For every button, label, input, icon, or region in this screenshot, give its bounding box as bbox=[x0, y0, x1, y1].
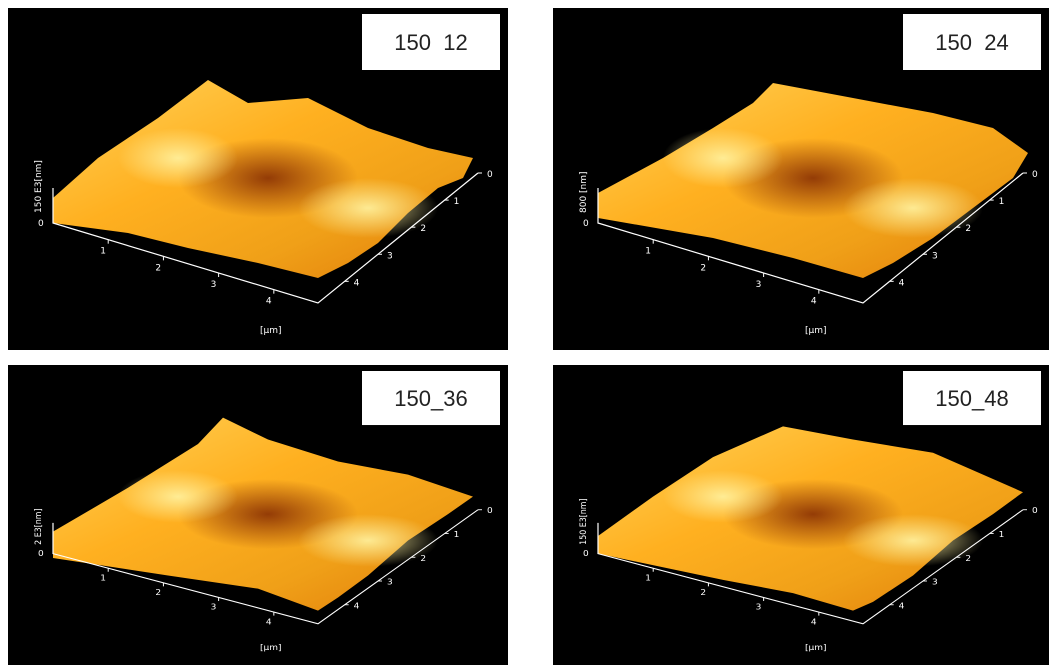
y-tick-label: 3 bbox=[387, 251, 393, 261]
surface-shade bbox=[663, 470, 783, 523]
y-tick-label: 3 bbox=[932, 577, 938, 586]
y-tick-label: 1 bbox=[454, 197, 460, 207]
x-tick-label: 1 bbox=[100, 247, 106, 257]
surface-shade bbox=[298, 514, 438, 567]
y-tick-label: 2 bbox=[420, 224, 426, 234]
y-tick-label: 1 bbox=[999, 530, 1005, 539]
y-tick-label: 1 bbox=[454, 530, 460, 539]
y-tick-label: 2 bbox=[965, 553, 971, 562]
panel-label: 150 24 bbox=[935, 30, 1008, 55]
unit-label: [µm] bbox=[805, 326, 827, 336]
x-tick-label: 2 bbox=[155, 263, 161, 273]
panel-label: 150 12 bbox=[394, 30, 467, 55]
x-tick-label: 3 bbox=[756, 280, 762, 290]
panel-label: 150_48 bbox=[935, 386, 1008, 411]
y-tick-label: 4 bbox=[354, 601, 360, 610]
unit-label: [µm] bbox=[805, 643, 826, 652]
y-tick-label: 4 bbox=[354, 278, 360, 288]
x-tick-label: 2 bbox=[700, 263, 706, 273]
surface-shade bbox=[118, 128, 238, 188]
y-tick-label: 0 bbox=[1032, 170, 1038, 180]
surface-shade bbox=[843, 178, 983, 238]
figure: 1 2 3 4 0 1 2 3 4 0 150 E3[nm] [µm] 150 12 1 2 3 4 0 1 2 3 4 0… bbox=[0, 0, 1049, 665]
surface-shade bbox=[663, 128, 783, 188]
y-tick-label: 3 bbox=[932, 251, 938, 261]
unit-label: [µm] bbox=[260, 643, 281, 652]
panel: 1 2 3 4 0 1 2 3 4 0 150 E3[nm] [µm] 150_48 bbox=[553, 365, 1049, 665]
x-tick-label: 1 bbox=[645, 247, 651, 257]
z-axis-label: 150 E3[nm] bbox=[34, 160, 44, 213]
x-tick-label: 4 bbox=[811, 297, 817, 307]
x-tick-label: 4 bbox=[266, 617, 272, 626]
x-tick-label: 1 bbox=[645, 573, 651, 582]
x-tick-label: 4 bbox=[266, 297, 272, 307]
x-tick-label: 3 bbox=[211, 280, 217, 290]
x-tick-label: 4 bbox=[811, 617, 817, 626]
y-tick-label: 4 bbox=[899, 278, 905, 288]
z-axis-label: 150 E3[nm] bbox=[577, 498, 588, 544]
surface-shade bbox=[118, 470, 238, 523]
panel: 1 2 3 4 0 1 2 3 4 0 800 [nm] [µm] 150 24 bbox=[553, 8, 1049, 350]
x-tick-label: 3 bbox=[211, 602, 217, 611]
x-tick-label: 2 bbox=[155, 588, 161, 597]
z-axis-label: 800 [nm] bbox=[579, 171, 589, 213]
surface-shade bbox=[298, 178, 438, 238]
panel: 1 2 3 4 0 1 2 3 4 0 2 E3[nm] [µm] 150_36 bbox=[8, 365, 508, 665]
y-tick-label: 4 bbox=[899, 601, 905, 610]
x-tick-label: 2 bbox=[700, 588, 706, 597]
x-tick-label: 3 bbox=[756, 602, 762, 611]
panel: 1 2 3 4 0 1 2 3 4 0 150 E3[nm] [µm] 150 12 bbox=[8, 8, 508, 350]
y-tick-label: 0 bbox=[487, 506, 493, 515]
y-tick-label: 1 bbox=[999, 197, 1005, 207]
y-tick-label: 0 bbox=[487, 170, 493, 180]
panel-label: 150_36 bbox=[394, 386, 467, 411]
y-tick-label: 2 bbox=[965, 224, 971, 234]
z-tick-label: 0 bbox=[583, 549, 589, 558]
z-tick-label: 0 bbox=[583, 219, 589, 229]
surface-shade bbox=[843, 514, 983, 567]
unit-label: [µm] bbox=[260, 326, 282, 336]
y-tick-label: 2 bbox=[420, 553, 426, 562]
z-tick-label: 0 bbox=[38, 549, 44, 558]
y-tick-label: 0 bbox=[1032, 506, 1038, 515]
x-tick-label: 1 bbox=[100, 573, 106, 582]
z-tick-label: 0 bbox=[38, 219, 44, 229]
y-tick-label: 3 bbox=[387, 577, 393, 586]
z-axis-label: 2 E3[nm] bbox=[32, 508, 43, 544]
